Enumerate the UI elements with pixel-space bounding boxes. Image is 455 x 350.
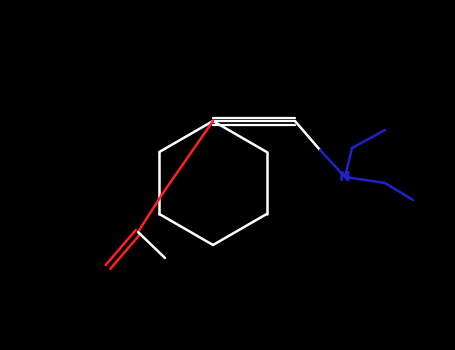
Text: N: N bbox=[339, 170, 351, 184]
